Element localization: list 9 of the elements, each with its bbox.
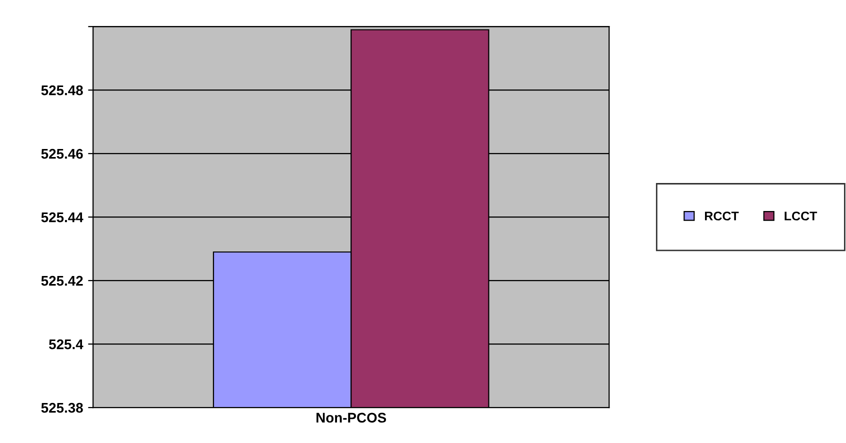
y-tick-label: 525.4 (49, 339, 84, 350)
x-tick-label: Non-PCOS (316, 412, 386, 423)
y-tick-label: 525.46 (41, 148, 83, 159)
y-tick-label: 525.42 (41, 276, 83, 286)
y-tick-label: 525.48 (41, 85, 83, 96)
legend-label: RCCT (704, 212, 739, 220)
legend-label: LCCT (784, 212, 818, 220)
y-tick-label: 525.38 (41, 402, 83, 413)
y-tick-label: 525.44 (41, 212, 84, 222)
